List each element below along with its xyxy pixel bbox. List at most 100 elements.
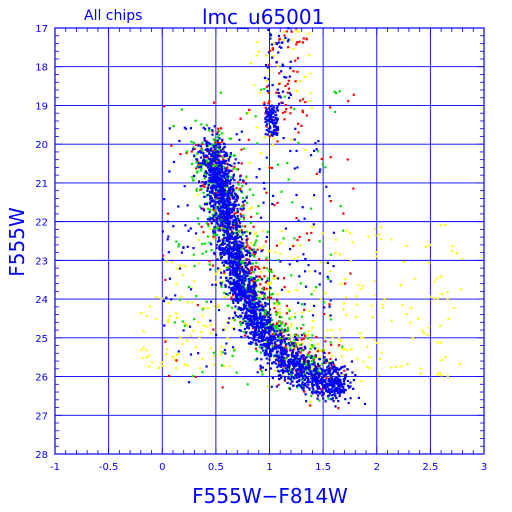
data-point xyxy=(212,237,215,240)
data-point xyxy=(310,359,313,363)
data-point xyxy=(288,92,291,95)
data-point xyxy=(341,365,344,369)
data-point xyxy=(205,365,208,368)
data-point xyxy=(211,217,214,220)
data-point xyxy=(208,127,211,130)
data-point xyxy=(241,321,244,324)
data-point xyxy=(259,246,262,250)
data-point xyxy=(390,366,393,369)
data-point xyxy=(276,300,279,303)
data-point xyxy=(256,235,259,238)
data-point xyxy=(262,323,265,326)
data-point xyxy=(308,270,311,273)
data-point xyxy=(211,167,214,170)
data-point xyxy=(289,382,292,385)
data-point xyxy=(210,205,213,208)
data-point xyxy=(226,198,229,201)
data-point xyxy=(257,290,260,293)
data-point xyxy=(213,218,216,221)
data-point xyxy=(279,363,282,367)
data-point xyxy=(233,274,236,277)
data-point xyxy=(219,268,222,271)
data-point xyxy=(221,248,224,251)
data-point xyxy=(253,283,256,286)
data-point xyxy=(270,282,273,285)
data-point xyxy=(282,30,286,33)
data-point xyxy=(323,335,326,339)
data-point xyxy=(255,54,258,57)
data-point xyxy=(205,250,208,253)
data-point xyxy=(241,253,244,256)
data-point xyxy=(276,366,279,369)
data-point xyxy=(250,291,253,294)
data-point xyxy=(220,353,223,356)
data-point xyxy=(228,292,231,295)
data-point xyxy=(268,318,272,321)
data-point xyxy=(278,37,281,40)
data-point xyxy=(178,264,181,267)
data-point xyxy=(215,174,219,177)
data-point xyxy=(270,325,273,328)
data-point xyxy=(223,270,226,273)
data-point xyxy=(231,241,234,244)
data-point xyxy=(140,349,143,352)
data-point xyxy=(191,176,194,179)
data-point xyxy=(271,377,274,380)
data-point xyxy=(207,225,210,228)
data-point xyxy=(256,371,259,374)
data-point xyxy=(311,392,314,395)
data-point xyxy=(209,179,212,182)
data-point xyxy=(274,326,277,329)
data-point xyxy=(272,348,275,351)
data-point xyxy=(167,374,171,378)
data-point xyxy=(220,190,223,194)
data-point xyxy=(316,397,319,400)
data-point xyxy=(241,289,244,292)
data-point xyxy=(264,316,267,319)
data-point xyxy=(304,270,307,273)
data-point xyxy=(402,260,405,264)
data-point xyxy=(310,231,313,234)
data-point xyxy=(197,238,200,241)
data-point xyxy=(226,337,229,340)
data-point xyxy=(280,46,283,49)
data-point xyxy=(269,33,272,36)
data-point xyxy=(296,334,299,337)
x-tick-label: 3 xyxy=(481,462,487,473)
data-point xyxy=(233,319,236,322)
data-point xyxy=(303,308,306,311)
data-point xyxy=(357,284,360,287)
data-point xyxy=(306,378,310,381)
data-point xyxy=(199,151,202,154)
data-point xyxy=(234,224,237,227)
data-point xyxy=(255,294,258,297)
data-point xyxy=(285,370,288,373)
data-point xyxy=(273,119,276,122)
data-point xyxy=(193,280,196,283)
data-point xyxy=(240,262,243,265)
data-point xyxy=(190,150,193,153)
data-point xyxy=(223,192,226,195)
data-point xyxy=(200,162,203,165)
data-point xyxy=(332,265,335,268)
data-point xyxy=(220,255,223,258)
data-point xyxy=(232,301,235,304)
data-point xyxy=(237,188,240,191)
data-point xyxy=(447,317,450,320)
data-point xyxy=(256,319,259,322)
data-point xyxy=(186,339,189,342)
data-point xyxy=(164,340,167,343)
data-point xyxy=(277,312,280,315)
data-point xyxy=(377,374,380,377)
data-point xyxy=(303,390,306,393)
data-point xyxy=(461,257,464,260)
data-point xyxy=(214,161,217,164)
data-point xyxy=(299,99,302,102)
data-point xyxy=(184,127,188,130)
data-point xyxy=(236,269,239,272)
data-point xyxy=(243,262,246,265)
data-point xyxy=(202,207,205,210)
data-point xyxy=(244,301,247,304)
data-point xyxy=(173,321,176,324)
data-point xyxy=(262,349,265,352)
